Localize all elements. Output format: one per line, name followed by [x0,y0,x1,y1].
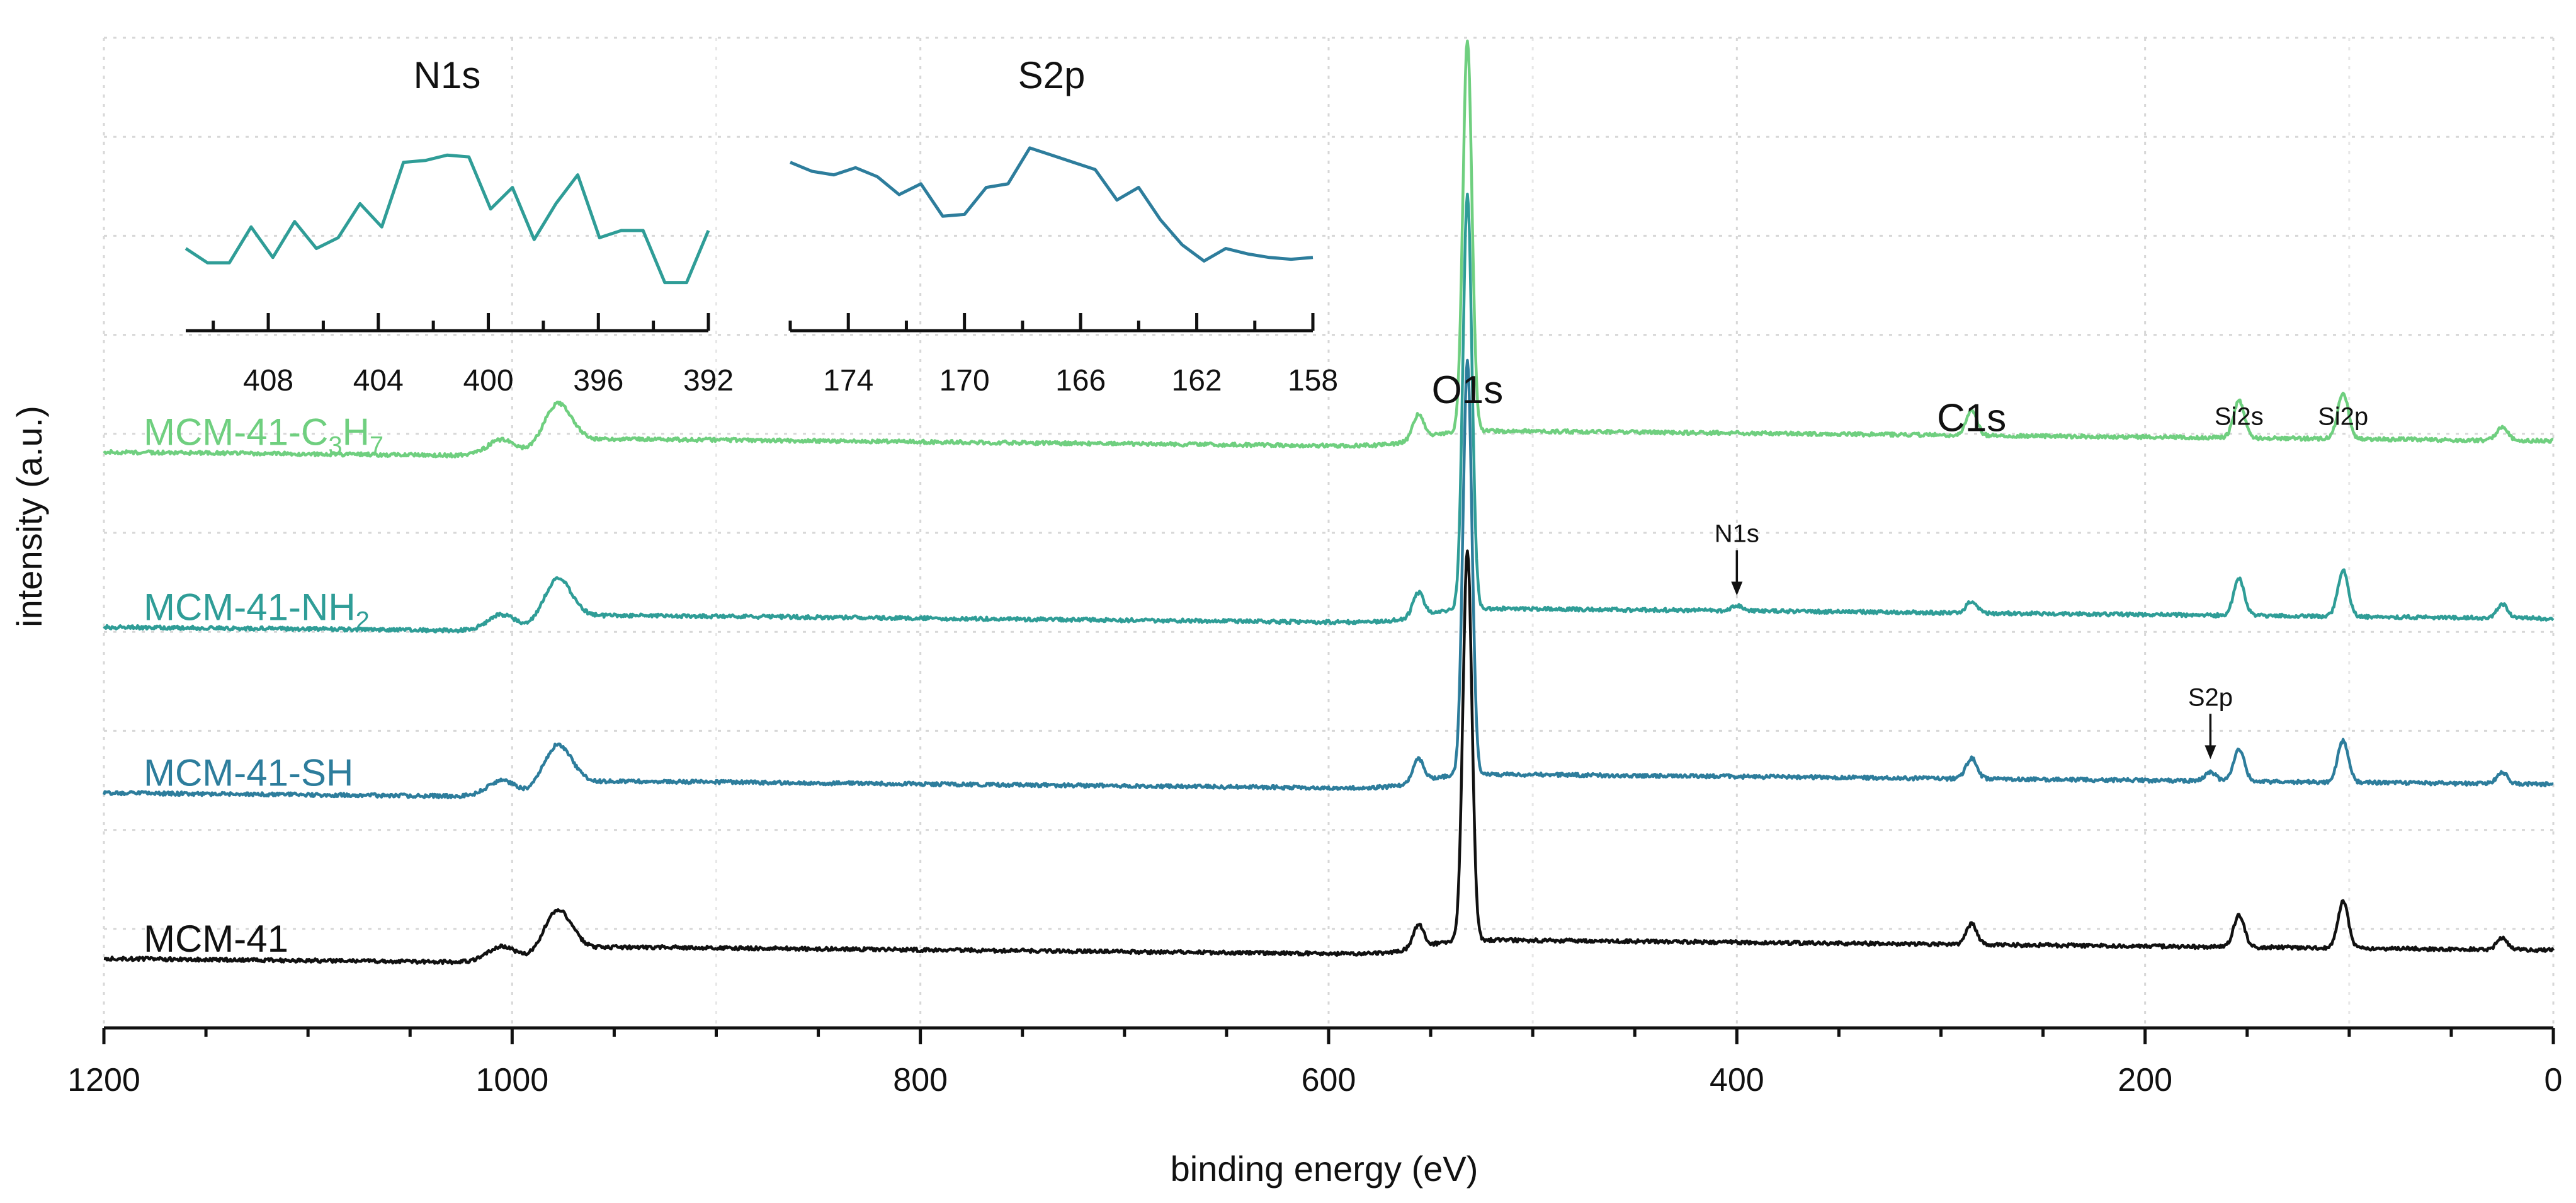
series-label-mcm-41: MCM-41 [144,918,288,960]
annotation-arrow-head [2204,745,2216,760]
series-line-mcm-41-sh [102,358,2554,800]
series-label-mcm-41-sh: MCM-41-SH [144,752,353,794]
insets: N1s 408 404 400 396 392 S2p 174 170 166 162 158 [184,54,1338,397]
x-axis-tick-label: 600 [1302,1062,1356,1098]
x-axis-label: binding energy (eV) [1171,1149,1478,1189]
x-axis-tick-label: 1000 [475,1062,548,1098]
inset-title-n1s: N1s [414,54,481,96]
inset-tick-label: 170 [939,364,990,397]
series-line-mcm-41 [103,549,2555,966]
series-line-mcm-41-c3h7 [103,39,2554,459]
inset-tick-label: 174 [823,364,873,397]
series-label-mcm-41-nh2: MCM-41-NH2 [144,586,370,634]
series-labels: MCM-41-C3H7 MCM-41-NH2 MCM-41-SH MCM-41 [144,411,383,960]
inset-n1s: N1s 408 404 400 396 392 [184,54,734,397]
x-axis-tick-label: 800 [893,1062,948,1098]
peak-annotations: O1s C1s Si2s Si2p N1s S2p [1432,368,2368,760]
annotation-n1s: N1s [1715,520,1759,548]
inset-tick-label: 404 [353,364,404,397]
x-axis-tick-label: 200 [2118,1062,2172,1098]
inset-line-s2p [790,146,1314,263]
series-line-mcm-41-nh2 [103,192,2555,634]
x-axis-tick-label: 400 [1710,1062,1764,1098]
annotation-o1s: O1s [1432,368,1504,412]
annotation-s2p: S2p [2188,683,2233,711]
inset-tick-label: 162 [1172,364,1222,397]
inset-tick-label: 408 [243,364,293,397]
series-label-mcm-41-c3h7: MCM-41-C3H7 [144,411,383,460]
inset-line-n1s [184,153,710,285]
inset-tick-label: 158 [1288,364,1338,397]
annotation-si2p: Si2p [2318,403,2368,431]
x-axis: 1200 1000 800 600 400 200 0 [67,1026,2563,1098]
inset-tick-label: 396 [573,364,623,397]
inset-title-s2p: S2p [1018,54,1086,96]
inset-tick-label: 166 [1055,364,1106,397]
x-axis-tick-label: 0 [2545,1062,2563,1098]
annotation-si2s: Si2s [2215,403,2264,431]
annotation-arrow-head [1731,581,1743,596]
x-axis-tick-label: 1200 [67,1062,140,1098]
inset-s2p: S2p 174 170 166 162 158 [788,54,1338,397]
series-lines [102,39,2555,966]
y-axis-label: intensity (a.u.) [9,406,49,627]
inset-tick-label: 400 [463,364,513,397]
annotation-c1s: C1s [1937,397,2006,440]
inset-tick-label: 392 [683,364,734,397]
